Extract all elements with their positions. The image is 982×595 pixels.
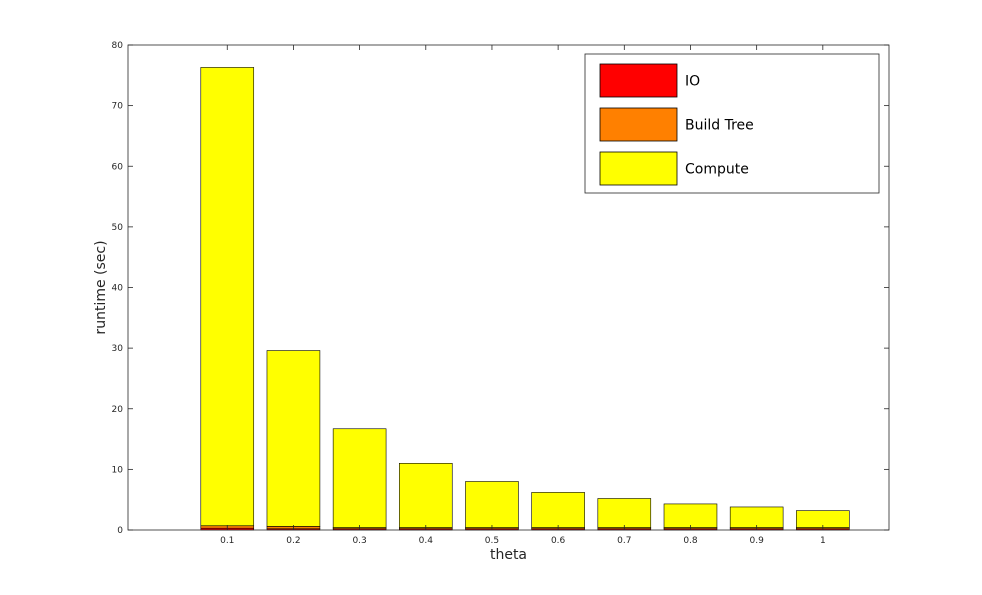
plot-frame xyxy=(127,44,890,531)
bar-compute-0.3 xyxy=(332,428,387,528)
legend-swatch-compute xyxy=(599,151,678,186)
x-tick-label: 0.4 xyxy=(419,536,434,546)
x-tick-label: 0.7 xyxy=(617,536,631,546)
x-tick-label: 0.5 xyxy=(485,536,499,546)
legend-swatch-build-tree xyxy=(599,107,678,142)
y-tick-label: 60 xyxy=(112,162,124,172)
legend: IO Build Tree Compute xyxy=(584,53,880,194)
bar-compute-0.5 xyxy=(465,481,519,528)
y-tick-label: 40 xyxy=(112,284,124,294)
bar-compute-0.9 xyxy=(729,506,784,528)
x-tick-label: 1 xyxy=(820,536,826,546)
legend-swatch-io xyxy=(599,63,678,98)
bar-compute-0.4 xyxy=(399,463,453,528)
y-tick-label: 10 xyxy=(112,465,124,475)
x-tick-label: 0.1 xyxy=(220,536,234,546)
x-tick-label: 0.8 xyxy=(683,536,698,546)
x-tick-label: 0.3 xyxy=(352,536,366,546)
legend-label-compute: Compute xyxy=(685,162,749,178)
x-tick-label: 0.6 xyxy=(551,536,566,546)
y-tick-label: 50 xyxy=(112,223,124,233)
y-tick-label: 80 xyxy=(112,41,124,51)
bar-compute-0.2 xyxy=(266,350,321,527)
y-tick-label: 30 xyxy=(112,344,124,354)
x-tick-label: 0.9 xyxy=(749,536,764,546)
legend-label-build-tree: Build Tree xyxy=(685,118,754,134)
bar-compute-0.8 xyxy=(663,503,718,528)
bar-compute-0.6 xyxy=(531,492,585,528)
y-tick-label: 70 xyxy=(112,102,124,112)
ticks: 0 10 20 30 40 50 60 70 80 0.1 0.2 0.3 0.4 0.5 0.6 0.7 0.… xyxy=(112,41,889,546)
y-axis-label: runtime (sec) xyxy=(93,240,109,334)
legend-label-io: IO xyxy=(685,74,700,90)
y-tick-label: 0 xyxy=(117,526,123,536)
x-tick-label: 0.2 xyxy=(286,536,300,546)
x-axis-label: theta xyxy=(490,547,527,563)
bar-compute-0.7 xyxy=(597,498,652,528)
y-tick-label: 20 xyxy=(112,405,124,415)
bar-compute-0.1 xyxy=(200,67,255,527)
